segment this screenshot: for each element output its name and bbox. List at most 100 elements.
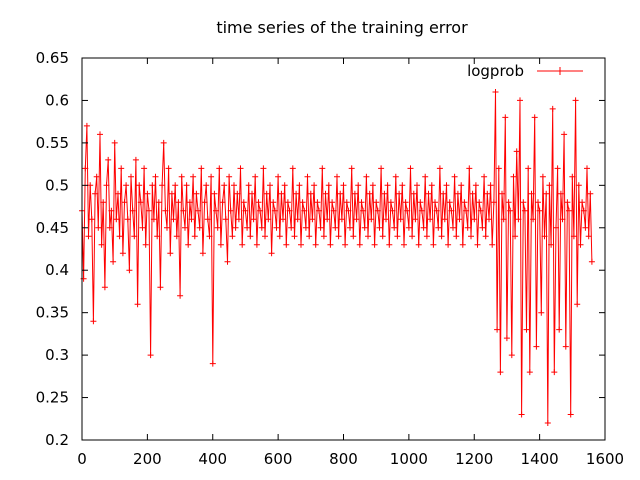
data-point-marker [397,216,404,223]
data-point-marker [374,207,381,214]
data-point-marker [209,360,216,367]
data-point-marker [155,199,162,206]
data-point-marker [450,224,456,231]
data-point-marker [296,182,303,189]
data-point-marker [226,173,233,180]
data-point-marker [386,241,393,248]
data-point-marker [164,224,170,231]
data-point-marker [513,148,520,155]
data-point-marker [343,199,350,206]
data-point-marker [131,233,138,240]
data-point-marker [530,216,537,223]
data-point-marker [188,216,195,223]
data-point-marker [430,241,437,248]
data-point-marker [235,216,242,223]
data-point-marker [570,233,577,240]
data-point-marker [543,190,550,197]
data-point-marker [541,233,548,240]
x-tick-label: 600 [264,450,293,468]
data-point-marker [389,207,396,214]
data-point-marker [110,258,117,265]
data-point-marker [154,233,161,240]
data-point-marker [418,207,425,214]
data-point-marker [244,224,251,231]
data-point-marker [456,216,463,223]
data-point-marker [304,173,311,180]
data-point-marker [575,182,582,189]
data-point-marker [494,326,501,333]
data-point-marker [330,207,337,214]
data-point-marker [523,326,530,333]
data-point-marker [301,207,308,214]
data-point-marker [544,420,551,426]
data-point-marker [569,173,576,180]
data-point-marker [211,190,218,197]
x-tick-label: 0 [77,450,87,468]
data-point-marker [446,199,453,206]
data-point-marker [518,411,525,418]
data-point-marker [486,216,492,223]
data-point-marker [420,224,427,231]
data-point-marker [270,199,277,206]
data-point-marker [132,156,139,163]
data-point-marker [355,182,362,189]
data-point-marker [533,343,540,350]
data-point-marker [232,224,239,231]
data-point-marker [242,207,249,214]
y-tick-label: 0.25 [36,389,69,407]
data-point-marker [319,165,326,172]
data-point-marker [113,216,120,223]
data-point-marker [247,233,254,240]
data-point-marker [119,250,126,257]
series-line-logprob [81,91,593,424]
data-point-marker [137,199,144,206]
data-point-marker [535,199,541,206]
data-point-marker [351,190,358,197]
data-point-marker [208,173,215,180]
y-tick-label: 0.6 [45,91,69,109]
data-point-marker [572,97,579,104]
data-point-marker [399,182,406,189]
data-point-marker [170,216,177,223]
data-point-marker [147,352,154,359]
data-point-marker [159,182,166,189]
data-point-marker [275,173,282,180]
legend-marker-sample [556,67,564,75]
data-point-marker [267,182,273,189]
data-point-marker [203,182,210,189]
data-point-marker [227,207,234,214]
data-point-marker [366,190,373,197]
data-point-marker [471,216,478,223]
data-point-marker [142,241,149,248]
data-point-marker [317,224,324,231]
data-point-marker [190,173,197,180]
data-point-marker [539,173,546,180]
data-point-marker [183,182,190,189]
data-point-marker [557,190,564,197]
data-point-marker [423,233,430,240]
x-tick-label: 1400 [521,450,559,468]
data-point-marker [405,224,412,231]
data-point-marker [365,233,371,240]
data-point-marker [348,165,355,172]
data-point-marker [492,89,499,95]
data-point-marker [474,241,481,248]
data-point-marker [414,182,420,189]
chart-title: time series of the training error [216,18,468,37]
data-point-marker [368,216,375,223]
data-point-marker [82,165,89,172]
data-point-marker [252,173,259,180]
data-point-marker [88,216,95,223]
data-point-marker [160,139,167,146]
data-point-marker [361,224,368,231]
data-point-marker [510,173,517,180]
data-point-marker [468,233,474,240]
data-point-marker [445,241,452,248]
data-point-marker [477,207,484,214]
data-point-marker [95,224,102,231]
data-point-marker [214,224,221,231]
data-point-marker [139,224,146,231]
data-point-marker [497,369,504,376]
data-point-marker [289,165,296,172]
data-point-marker [379,233,386,240]
